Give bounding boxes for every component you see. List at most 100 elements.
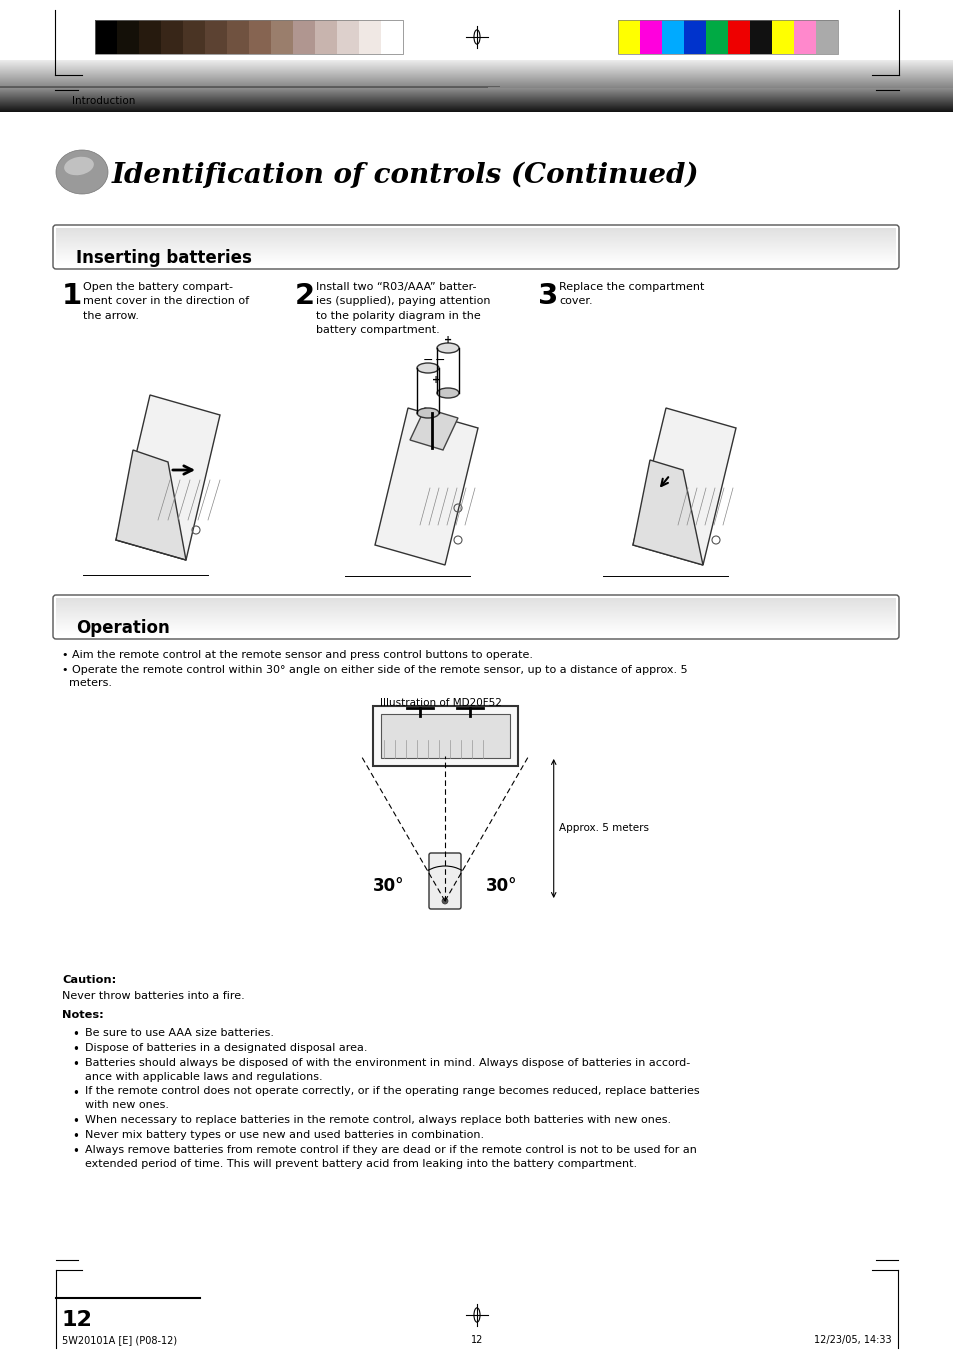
FancyBboxPatch shape bbox=[429, 852, 460, 909]
Text: Illustration of MD20F52: Illustration of MD20F52 bbox=[379, 698, 501, 708]
Bar bbox=[373, 707, 517, 766]
Ellipse shape bbox=[58, 153, 106, 190]
Text: If the remote control does not operate correctly, or if the operating range beco: If the remote control does not operate c… bbox=[85, 1086, 699, 1111]
Text: When necessary to replace batteries in the remote control, always replace both b: When necessary to replace batteries in t… bbox=[85, 1115, 670, 1125]
Ellipse shape bbox=[56, 151, 108, 192]
Ellipse shape bbox=[61, 155, 103, 188]
Polygon shape bbox=[410, 408, 457, 450]
Ellipse shape bbox=[60, 155, 103, 189]
Bar bbox=[749, 20, 771, 54]
Ellipse shape bbox=[56, 151, 108, 193]
Ellipse shape bbox=[58, 153, 106, 190]
Bar bbox=[95, 20, 402, 54]
Circle shape bbox=[441, 898, 448, 904]
Text: Identification of controls (Continued): Identification of controls (Continued) bbox=[112, 162, 699, 189]
Text: •: • bbox=[71, 1043, 79, 1056]
Text: +: + bbox=[432, 376, 439, 385]
Ellipse shape bbox=[416, 408, 438, 417]
Text: 1: 1 bbox=[62, 282, 82, 309]
Ellipse shape bbox=[59, 154, 105, 190]
Ellipse shape bbox=[59, 154, 105, 189]
Ellipse shape bbox=[60, 155, 104, 189]
Bar bbox=[771, 20, 793, 54]
Polygon shape bbox=[116, 394, 220, 561]
Text: •: • bbox=[71, 1028, 79, 1042]
Text: Be sure to use AAA size batteries.: Be sure to use AAA size batteries. bbox=[85, 1028, 274, 1038]
Text: +: + bbox=[443, 335, 452, 345]
Bar bbox=[117, 20, 139, 54]
Bar bbox=[380, 713, 510, 758]
Text: •: • bbox=[71, 1058, 79, 1071]
Text: 12/23/05, 14:33: 12/23/05, 14:33 bbox=[814, 1335, 891, 1346]
Text: • Operate the remote control within 30° angle on either side of the remote senso: • Operate the remote control within 30° … bbox=[62, 665, 687, 688]
Text: Never mix battery types or use new and used batteries in combination.: Never mix battery types or use new and u… bbox=[85, 1129, 483, 1140]
Polygon shape bbox=[116, 450, 186, 561]
Polygon shape bbox=[633, 408, 735, 565]
Text: Inserting batteries: Inserting batteries bbox=[76, 249, 252, 267]
Text: Install two “R03/AAA” batter-
ies (supplied), paying attention
to the polarity d: Install two “R03/AAA” batter- ies (suppl… bbox=[315, 282, 490, 335]
Ellipse shape bbox=[60, 155, 104, 189]
Text: Notes:: Notes: bbox=[62, 1011, 104, 1020]
Ellipse shape bbox=[58, 153, 106, 192]
Ellipse shape bbox=[64, 157, 93, 176]
Ellipse shape bbox=[56, 151, 108, 193]
Text: •: • bbox=[71, 1146, 79, 1158]
Text: 30°: 30° bbox=[486, 877, 517, 894]
Text: •: • bbox=[71, 1115, 79, 1128]
Bar bbox=[293, 20, 314, 54]
Text: 12: 12 bbox=[471, 1335, 482, 1346]
Ellipse shape bbox=[57, 153, 107, 192]
Text: Replace the compartment
cover.: Replace the compartment cover. bbox=[558, 282, 703, 307]
Ellipse shape bbox=[58, 154, 106, 190]
Bar bbox=[661, 20, 683, 54]
Text: • Aim the remote control at the remote sensor and press control buttons to opera: • Aim the remote control at the remote s… bbox=[62, 650, 533, 661]
Ellipse shape bbox=[416, 363, 438, 373]
Bar bbox=[618, 20, 639, 54]
Bar bbox=[358, 20, 380, 54]
Text: 3: 3 bbox=[537, 282, 558, 309]
Bar bbox=[161, 20, 183, 54]
Ellipse shape bbox=[436, 343, 458, 353]
Text: •: • bbox=[71, 1086, 79, 1100]
Ellipse shape bbox=[56, 150, 108, 195]
Text: Always remove batteries from remote control if they are dead or if the remote co: Always remove batteries from remote cont… bbox=[85, 1146, 696, 1169]
Ellipse shape bbox=[57, 153, 107, 192]
Bar bbox=[618, 20, 837, 54]
Bar bbox=[815, 20, 837, 54]
Text: Batteries should always be disposed of with the environment in mind. Always disp: Batteries should always be disposed of w… bbox=[85, 1058, 690, 1082]
Bar bbox=[639, 20, 661, 54]
Bar bbox=[683, 20, 705, 54]
Ellipse shape bbox=[436, 388, 458, 399]
Bar bbox=[336, 20, 358, 54]
Text: −: − bbox=[422, 354, 433, 366]
Text: Dispose of batteries in a designated disposal area.: Dispose of batteries in a designated dis… bbox=[85, 1043, 367, 1052]
Bar bbox=[183, 20, 205, 54]
Text: 12: 12 bbox=[62, 1310, 92, 1329]
Bar bbox=[205, 20, 227, 54]
Ellipse shape bbox=[60, 155, 104, 189]
Text: Approx. 5 meters: Approx. 5 meters bbox=[558, 823, 648, 834]
Polygon shape bbox=[633, 459, 702, 565]
Ellipse shape bbox=[56, 151, 107, 192]
Text: Never throw batteries into a fire.: Never throw batteries into a fire. bbox=[62, 992, 245, 1001]
Text: Introduction: Introduction bbox=[71, 96, 135, 105]
Text: Caution:: Caution: bbox=[62, 975, 116, 985]
Bar bbox=[314, 20, 336, 54]
Bar bbox=[249, 20, 271, 54]
Text: 2: 2 bbox=[294, 282, 314, 309]
Ellipse shape bbox=[57, 153, 107, 192]
Bar bbox=[380, 20, 402, 54]
Text: Operation: Operation bbox=[76, 619, 170, 638]
Bar bbox=[271, 20, 293, 54]
Bar bbox=[227, 20, 249, 54]
Ellipse shape bbox=[59, 154, 105, 189]
Bar bbox=[705, 20, 727, 54]
Polygon shape bbox=[375, 408, 477, 565]
Text: •: • bbox=[71, 1129, 79, 1143]
Bar bbox=[793, 20, 815, 54]
Ellipse shape bbox=[59, 154, 105, 190]
Bar bbox=[727, 20, 749, 54]
Bar bbox=[95, 20, 117, 54]
Text: 30°: 30° bbox=[372, 877, 403, 894]
Bar bbox=[139, 20, 161, 54]
